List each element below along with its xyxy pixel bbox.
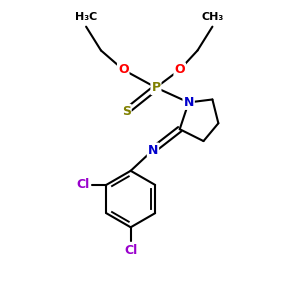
Text: H₃C: H₃C bbox=[75, 12, 97, 22]
Text: CH₃: CH₃ bbox=[201, 12, 224, 22]
Text: Cl: Cl bbox=[77, 178, 90, 191]
Text: S: S bbox=[122, 105, 131, 118]
Text: O: O bbox=[174, 63, 185, 76]
Text: O: O bbox=[118, 63, 129, 76]
Text: N: N bbox=[184, 96, 194, 109]
Text: P: P bbox=[152, 81, 160, 94]
Text: Cl: Cl bbox=[124, 244, 137, 257]
Text: N: N bbox=[148, 143, 158, 157]
